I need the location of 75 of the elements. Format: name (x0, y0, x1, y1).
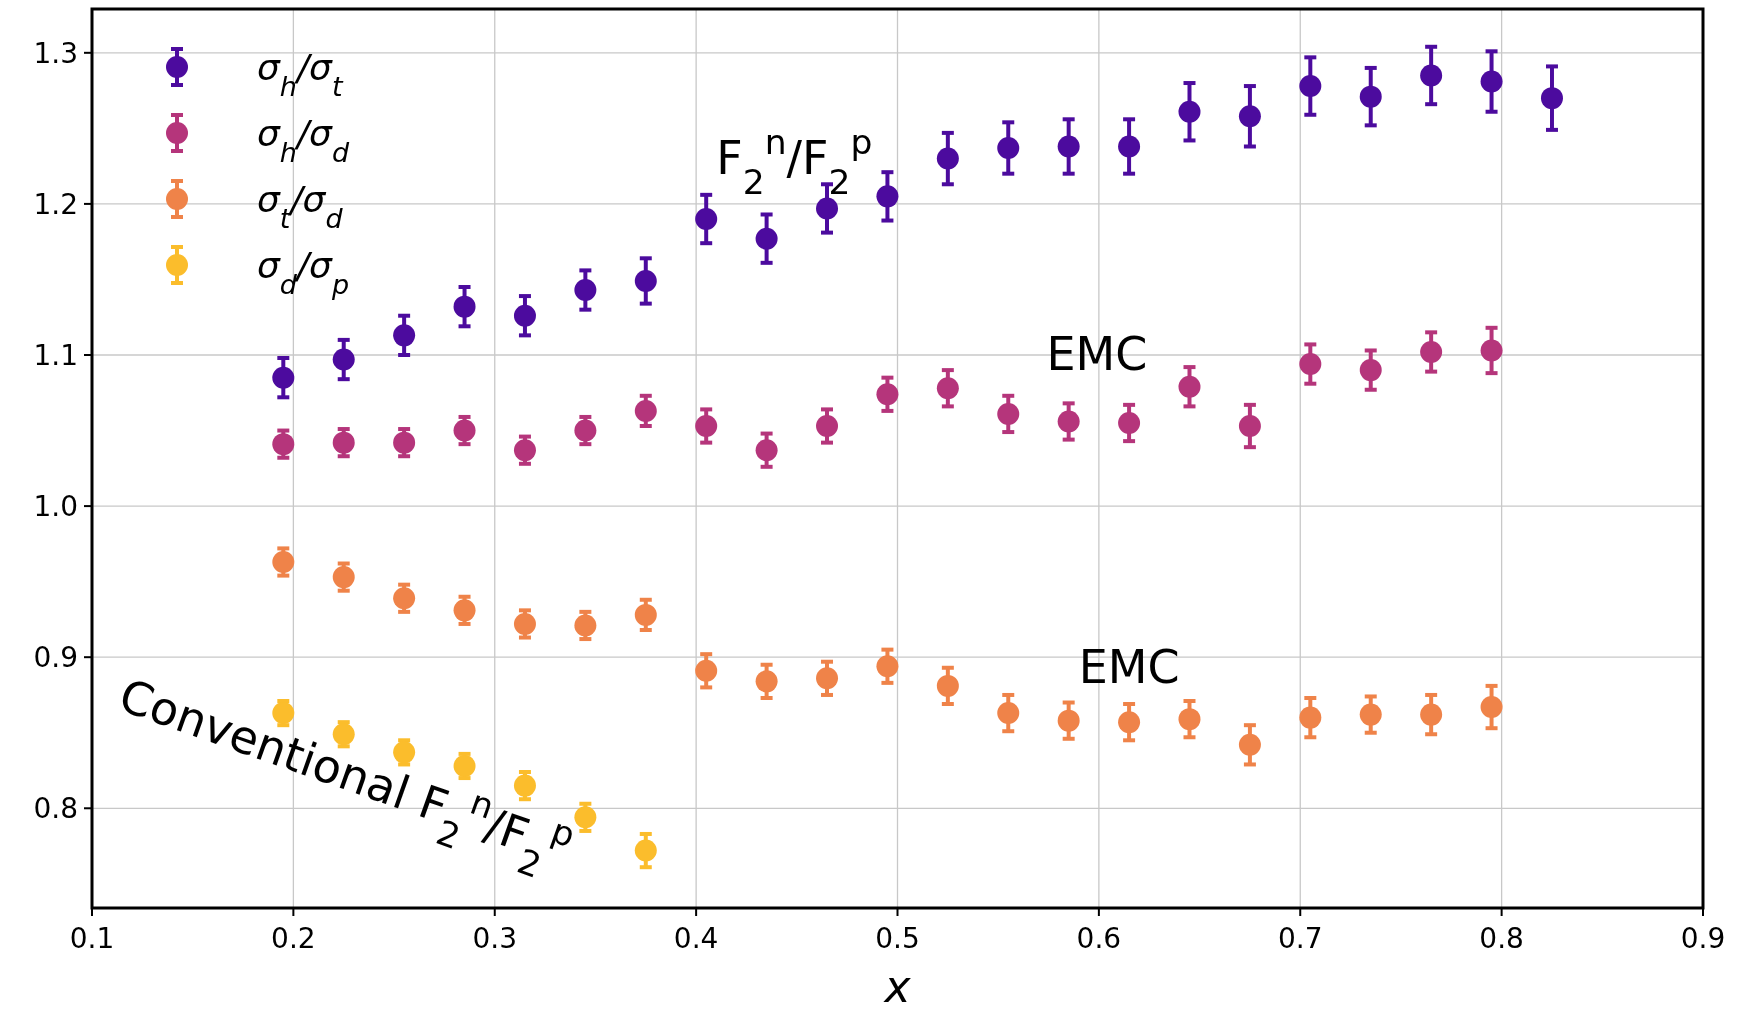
point (1420, 64, 1443, 87)
point (876, 655, 899, 678)
point (634, 399, 657, 422)
x-axis-title: x (882, 961, 912, 1012)
point (1540, 87, 1563, 110)
point (997, 137, 1020, 159)
point (1057, 410, 1080, 433)
x-tick-label: 0.3 (472, 922, 518, 955)
x-tick-label: 0.2 (271, 922, 316, 955)
point (634, 269, 657, 292)
point (755, 439, 778, 462)
y-tick-label: 0.9 (33, 640, 78, 674)
point (997, 402, 1020, 425)
point (453, 295, 476, 318)
point (1178, 375, 1201, 398)
point (695, 415, 718, 437)
point (1359, 359, 1382, 382)
point (997, 702, 1020, 725)
point (1238, 105, 1261, 128)
point (513, 304, 536, 327)
point (1057, 709, 1080, 732)
point (634, 603, 657, 626)
point (1178, 708, 1201, 731)
point (1238, 415, 1261, 437)
point (755, 670, 778, 693)
y-tick-label: 0.8 (33, 792, 78, 826)
legend-label: σ$_{d}$/σ$_{p}$ (257, 244, 350, 300)
point (1299, 75, 1322, 98)
point (755, 227, 778, 250)
point (876, 383, 899, 406)
point (393, 324, 416, 347)
point (695, 659, 718, 682)
point (936, 147, 959, 170)
y-tick-label: 1.2 (33, 187, 78, 221)
x-tick-label: 0.8 (1479, 922, 1524, 955)
x-tick-label: 0.9 (1680, 922, 1726, 955)
point (1480, 696, 1503, 719)
legend-label: σ$_{h}$/σ$_{d}$ (257, 112, 350, 168)
point (1178, 100, 1201, 123)
point (695, 208, 718, 230)
point (876, 185, 899, 208)
point (816, 667, 839, 690)
point (1299, 353, 1322, 376)
point (1420, 341, 1443, 363)
point (1359, 85, 1382, 108)
x-tick-label: 0.7 (1277, 922, 1323, 955)
point (1299, 706, 1322, 729)
legend-label: σ$_{h}$/σ$_{t}$ (257, 46, 344, 102)
point (453, 754, 476, 777)
annotation: EMC (1078, 639, 1180, 694)
point (816, 415, 839, 437)
point (332, 348, 355, 371)
point (1118, 412, 1141, 434)
y-tick-label: 1.3 (33, 36, 78, 70)
point (1480, 339, 1503, 362)
point (1057, 135, 1080, 158)
point (574, 279, 597, 302)
point (634, 839, 657, 862)
point (816, 197, 839, 220)
point (1420, 703, 1443, 726)
y-tick-label: 1.1 (33, 338, 78, 372)
x-tick-label: 0.5 (875, 922, 920, 955)
point (1118, 135, 1141, 158)
point (1359, 703, 1382, 726)
point (1118, 711, 1141, 734)
x-tick-label: 0.4 (673, 922, 719, 955)
point (1238, 733, 1261, 756)
point (1480, 70, 1503, 93)
point (936, 674, 959, 697)
x-tick-label: 0.6 (1076, 922, 1122, 955)
point (272, 366, 295, 389)
point (936, 377, 959, 400)
annotation: EMC (1046, 327, 1148, 382)
y-tick-label: 1.0 (33, 489, 78, 523)
x-tick-label: 0.1 (69, 922, 115, 955)
